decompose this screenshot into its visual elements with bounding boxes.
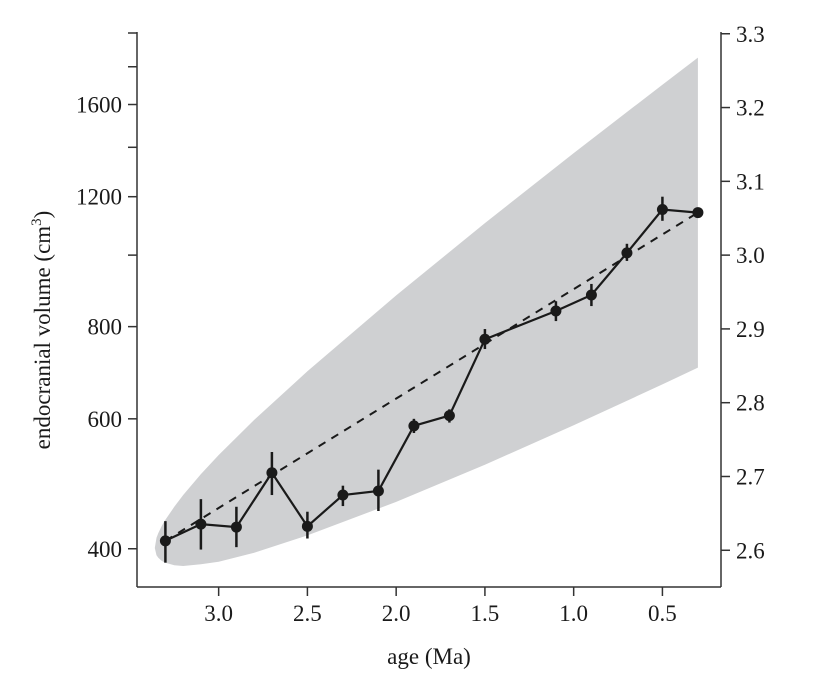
data-point <box>443 410 455 422</box>
y-right-tick-label: 3.1 <box>736 169 765 194</box>
x-tick-label: 1.0 <box>559 601 588 626</box>
data-point <box>692 207 704 219</box>
y-axis-title: endocranial volume (cm3) <box>29 211 55 450</box>
y-right-tick-label: 2.6 <box>736 538 765 563</box>
x-axis-title: age (Ma) <box>387 644 471 669</box>
x-tick-label: 3.0 <box>204 601 233 626</box>
axes <box>136 32 722 588</box>
y-right-tick-label: 3.3 <box>736 22 765 47</box>
y-left-tick-label: 600 <box>88 407 123 432</box>
data-point <box>337 489 349 501</box>
data-point <box>195 518 207 530</box>
y-left-tick-label: 400 <box>88 537 123 562</box>
y-axis-title-superscript: 3 <box>29 218 45 226</box>
y-right-tick-label: 2.8 <box>736 391 765 416</box>
y-right-tick-label: 2.9 <box>736 317 765 342</box>
ticks: 3.0 2.5 2.0 1.5 1.0 0.5 400 600 800 1200 1600 2.6 2.… <box>76 22 765 626</box>
x-tick-label: 0.5 <box>648 601 677 626</box>
data-point <box>230 521 242 533</box>
y-left-tick-label: 800 <box>88 315 123 340</box>
y-axis-title-main: endocranial volume (cm <box>30 226 55 450</box>
y-axis-title-close: ) <box>30 211 55 219</box>
data-point <box>479 333 491 345</box>
data-point <box>372 485 384 497</box>
data-point <box>266 467 278 479</box>
confidence-envelope-layer <box>154 57 698 566</box>
data-point <box>550 305 562 317</box>
x-tick-label: 1.5 <box>471 601 500 626</box>
data-point <box>621 247 633 259</box>
prediction-envelope <box>154 57 698 566</box>
y-left-tick-label: 1200 <box>76 185 122 210</box>
series-layer <box>159 196 704 563</box>
data-point <box>408 420 420 432</box>
y-right-tick-label: 3.0 <box>736 243 765 268</box>
y-left-tick-label: 1600 <box>76 93 122 118</box>
data-point <box>159 535 171 547</box>
x-tick-label: 2.5 <box>293 601 322 626</box>
data-point <box>301 520 313 532</box>
y-right-tick-label: 3.2 <box>736 96 765 121</box>
x-tick-label: 2.0 <box>382 601 411 626</box>
data-point <box>656 204 668 216</box>
data-point <box>585 289 597 301</box>
y-right-tick-label: 2.7 <box>736 464 765 489</box>
